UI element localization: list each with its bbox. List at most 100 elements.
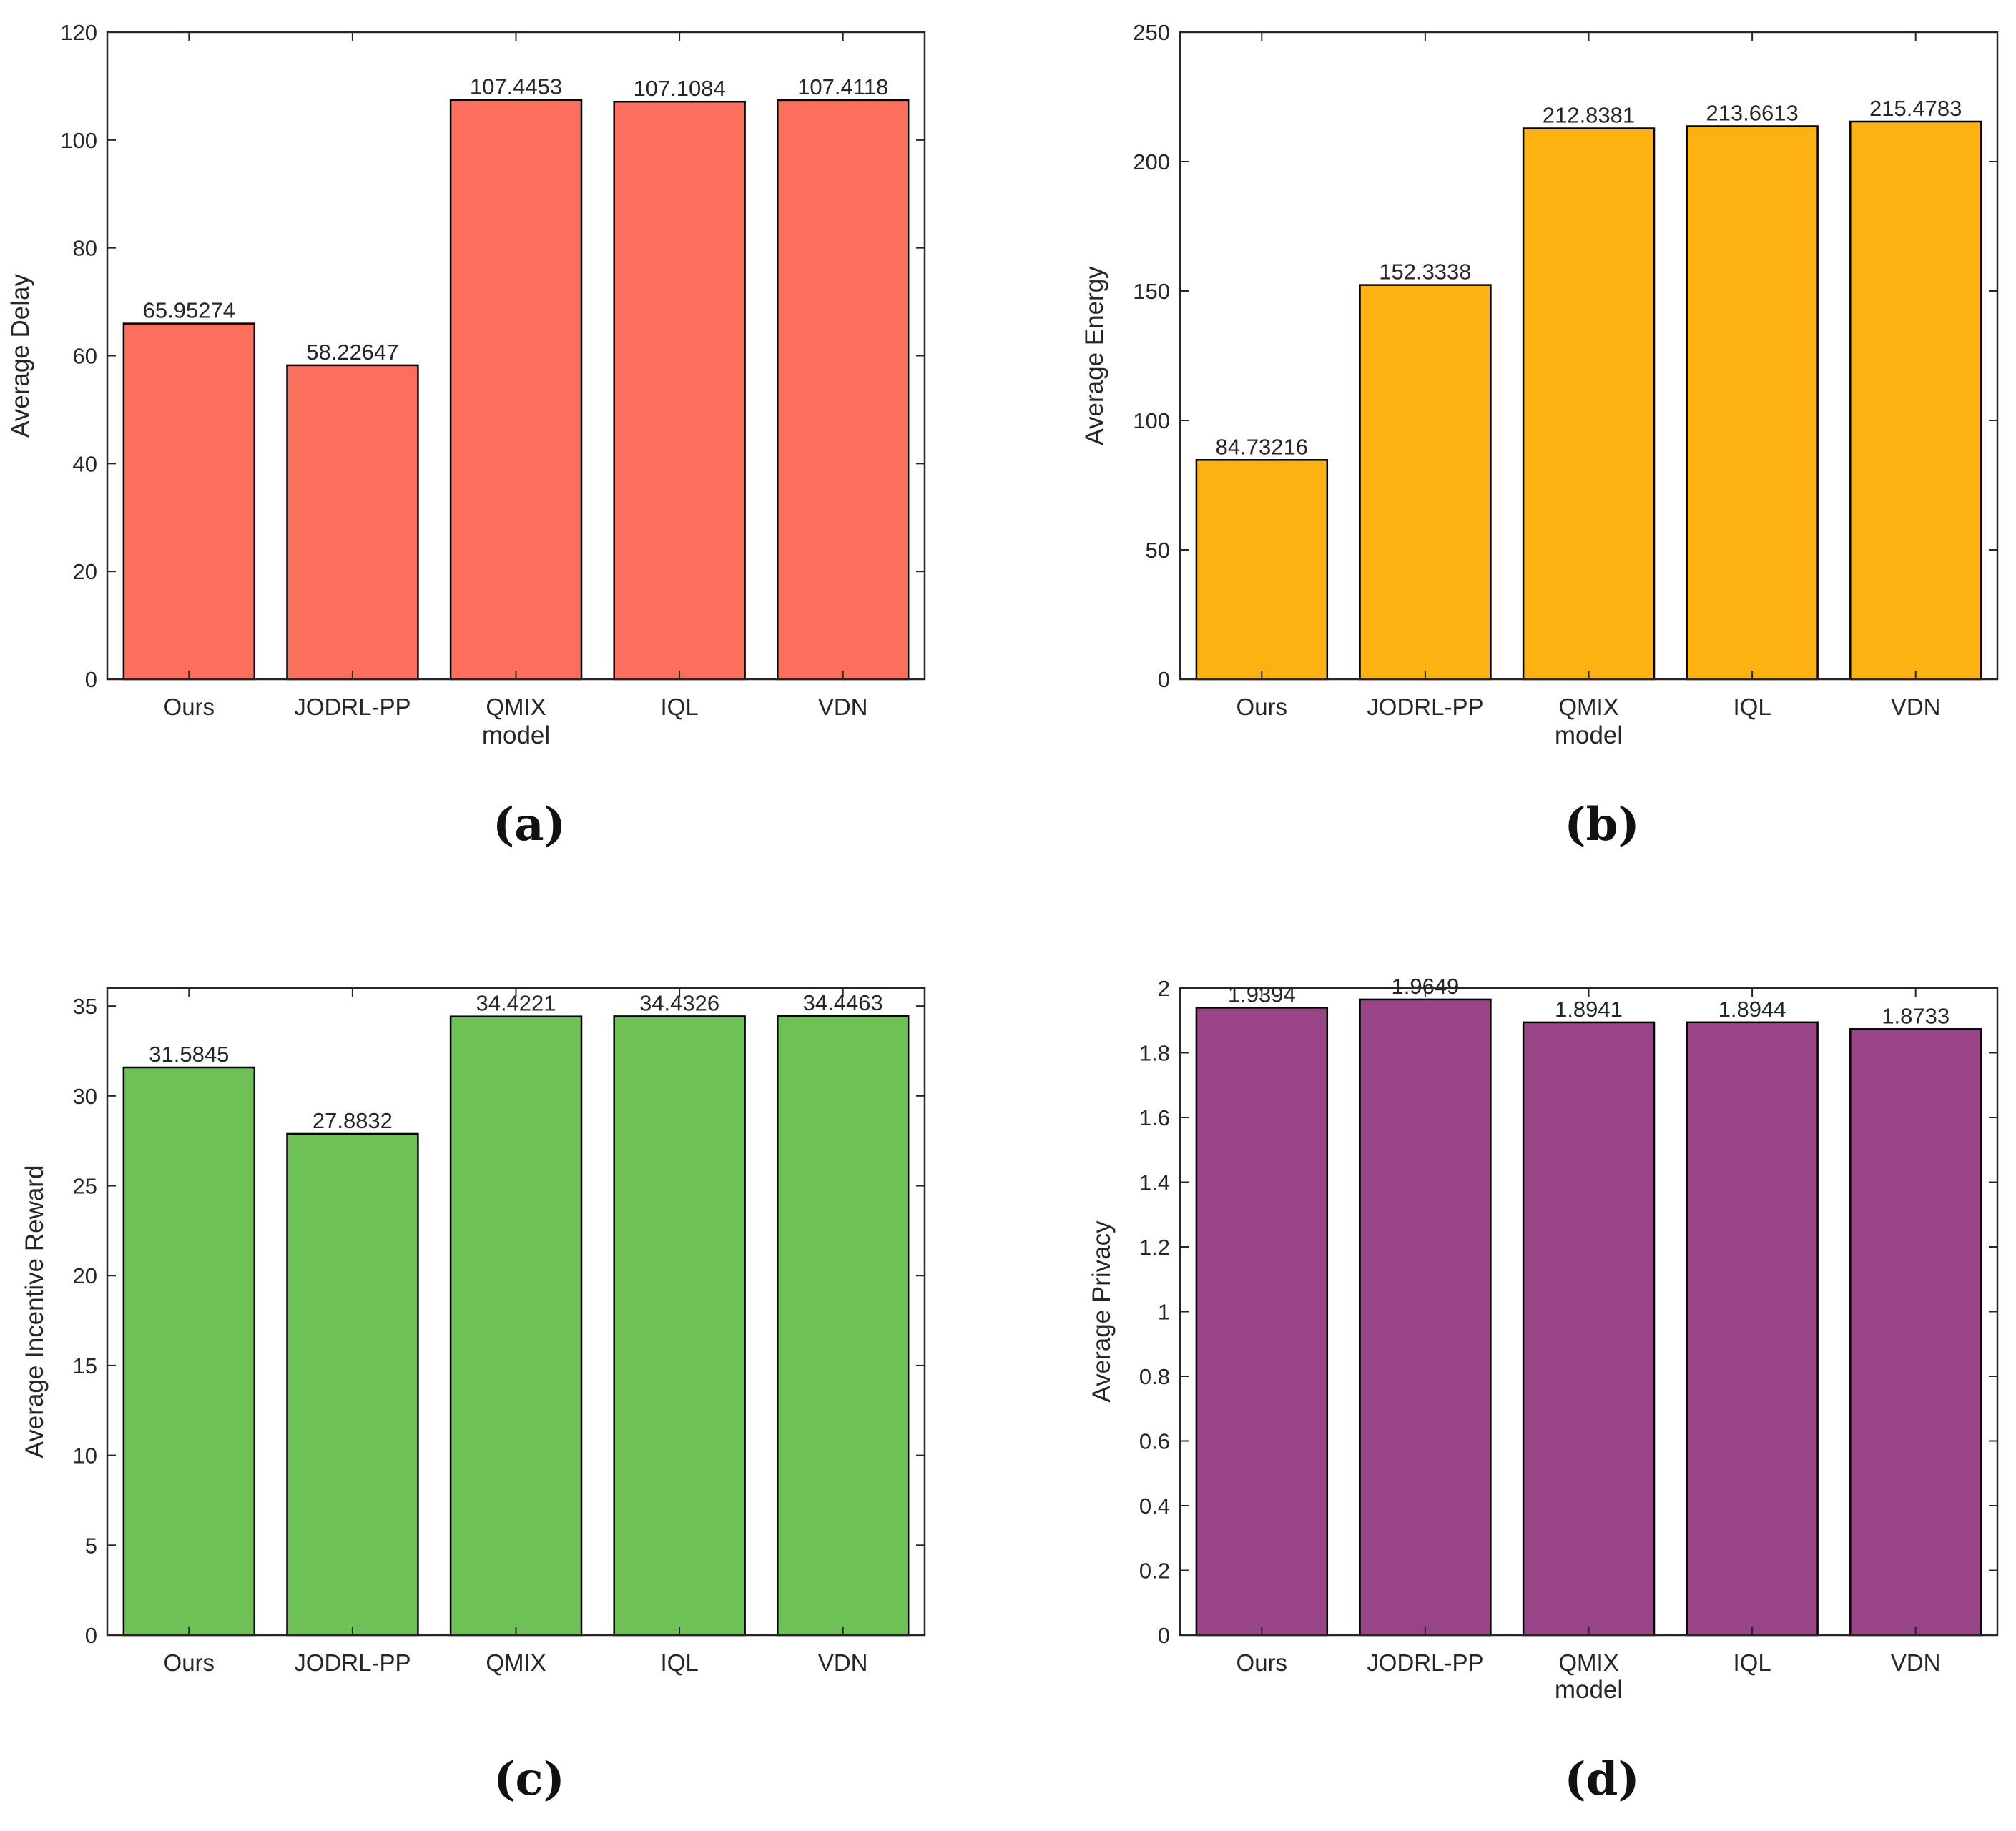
y-tick-label: 0 xyxy=(85,1623,97,1648)
y-tick-label: 150 xyxy=(1133,279,1170,304)
x-tick-label: Ours xyxy=(1236,1649,1288,1676)
y-tick-label: 1.8 xyxy=(1139,1041,1170,1066)
bar-vdn xyxy=(777,1015,910,1637)
data-label: 215.4783 xyxy=(1869,96,1962,121)
x-axis-label: model xyxy=(1555,721,1623,749)
x-tick-label: QMIX xyxy=(486,694,546,720)
y-tick-label: 30 xyxy=(73,1084,97,1109)
y-tick-label: 1 xyxy=(1158,1300,1170,1325)
panel-caption: (b) xyxy=(1564,798,1639,852)
data-label: 84.73216 xyxy=(1216,434,1308,459)
data-label: 107.4453 xyxy=(470,74,562,99)
bar-ours xyxy=(1195,1007,1329,1637)
y-tick-label: 10 xyxy=(73,1443,97,1469)
y-tick-label: 2 xyxy=(1158,976,1170,1001)
x-tick-label: Ours xyxy=(164,694,215,720)
data-label: 65.95274 xyxy=(143,298,235,323)
chart-panel-1: 65.95274 58.22647 107.4453 107.1084 107.4118… xyxy=(6,20,926,852)
y-axis-label: Average Privacy xyxy=(1088,1220,1116,1403)
bar-iql xyxy=(1686,125,1819,681)
y-tick-label: 0.4 xyxy=(1139,1494,1170,1519)
x-tick-label: IQL xyxy=(660,1649,698,1676)
y-tick-label: 1.6 xyxy=(1139,1105,1170,1130)
bar-ours xyxy=(1195,459,1329,681)
y-tick-label: 0 xyxy=(85,667,97,692)
x-tick-label: QMIX xyxy=(1558,1649,1618,1676)
data-label: 1.8733 xyxy=(1882,1003,1949,1028)
x-tick-label: IQL xyxy=(660,694,698,720)
bar-iql xyxy=(613,1015,746,1637)
data-label: 213.6613 xyxy=(1706,101,1798,126)
data-label: 1.8944 xyxy=(1718,997,1786,1022)
data-label: 58.22647 xyxy=(306,340,398,365)
y-tick-label: 0 xyxy=(1158,1623,1170,1648)
bar-vdn xyxy=(777,99,910,681)
y-tick-label: 80 xyxy=(73,236,97,261)
x-tick-label: JODRL-PP xyxy=(294,1649,410,1676)
bar-iql xyxy=(1686,1021,1819,1637)
bar-vdn xyxy=(1849,120,1982,681)
data-label: 107.4118 xyxy=(797,74,888,99)
x-tick-label: Ours xyxy=(1236,694,1288,720)
y-tick-label: 1.4 xyxy=(1139,1170,1170,1195)
data-label: 31.5845 xyxy=(149,1042,229,1067)
y-tick-label: 20 xyxy=(73,1263,97,1288)
x-tick-label: JODRL-PP xyxy=(294,694,410,720)
y-tick-label: 120 xyxy=(60,20,97,45)
y-tick-label: 60 xyxy=(73,344,97,369)
y-tick-label: 250 xyxy=(1133,20,1170,45)
y-axis-label: Average Delay xyxy=(6,274,34,438)
x-axis-label: model xyxy=(1555,1676,1623,1704)
data-label: 27.8832 xyxy=(313,1108,393,1133)
data-label: 212.8381 xyxy=(1543,103,1635,128)
data-label: 107.1084 xyxy=(633,76,725,101)
y-tick-label: 15 xyxy=(73,1353,97,1378)
y-tick-label: 1.2 xyxy=(1139,1235,1170,1260)
y-tick-label: 0 xyxy=(1158,667,1170,692)
bar-jodrl-pp xyxy=(286,364,419,681)
y-tick-label: 40 xyxy=(73,451,97,476)
x-axis-label: model xyxy=(482,721,550,749)
x-tick-label: VDN xyxy=(818,694,868,720)
bar-qmix xyxy=(1522,1021,1656,1637)
bar-qmix xyxy=(449,1015,583,1637)
x-tick-label: VDN xyxy=(1891,1649,1941,1676)
x-tick-label: IQL xyxy=(1733,694,1771,720)
y-tick-label: 35 xyxy=(73,994,97,1019)
x-tick-label: QMIX xyxy=(1558,694,1618,720)
y-tick-label: 25 xyxy=(73,1174,97,1199)
bar-iql xyxy=(613,100,746,681)
y-tick-label: 0.6 xyxy=(1139,1429,1170,1454)
bar-ours xyxy=(122,1066,256,1637)
y-tick-label: 5 xyxy=(85,1533,97,1558)
bar-jodrl-pp xyxy=(286,1132,419,1637)
y-axis-label: Average Incentive Reward xyxy=(21,1165,49,1459)
y-tick-label: 50 xyxy=(1146,538,1170,563)
x-tick-label: VDN xyxy=(818,1649,868,1676)
x-tick-label: QMIX xyxy=(486,1649,546,1676)
bar-vdn xyxy=(1849,1028,1982,1637)
bar-jodrl-pp xyxy=(1359,284,1492,681)
y-tick-label: 0.8 xyxy=(1139,1364,1170,1389)
x-tick-label: JODRL-PP xyxy=(1367,1649,1483,1676)
x-tick-label: JODRL-PP xyxy=(1367,694,1483,720)
panel-caption: (d) xyxy=(1564,1752,1639,1806)
x-tick-label: VDN xyxy=(1891,694,1941,720)
y-tick-label: 200 xyxy=(1133,149,1170,174)
data-label: 152.3338 xyxy=(1379,260,1471,285)
y-tick-label: 100 xyxy=(1133,408,1170,433)
data-label: 1.8941 xyxy=(1555,997,1623,1022)
panel-caption: (a) xyxy=(493,798,566,852)
chart-panel-2: 84.73216 152.3338 212.8381 213.6613 215.4783… xyxy=(1081,20,1999,852)
bar-jodrl-pp xyxy=(1359,998,1492,1637)
x-tick-label: IQL xyxy=(1733,1649,1771,1676)
bar-qmix xyxy=(449,99,583,681)
y-axis-label: Average Energy xyxy=(1081,266,1108,445)
panel-caption: (c) xyxy=(493,1752,565,1806)
x-tick-label: Ours xyxy=(164,1649,215,1676)
bar-ours xyxy=(122,322,256,681)
y-tick-label: 100 xyxy=(60,128,97,153)
